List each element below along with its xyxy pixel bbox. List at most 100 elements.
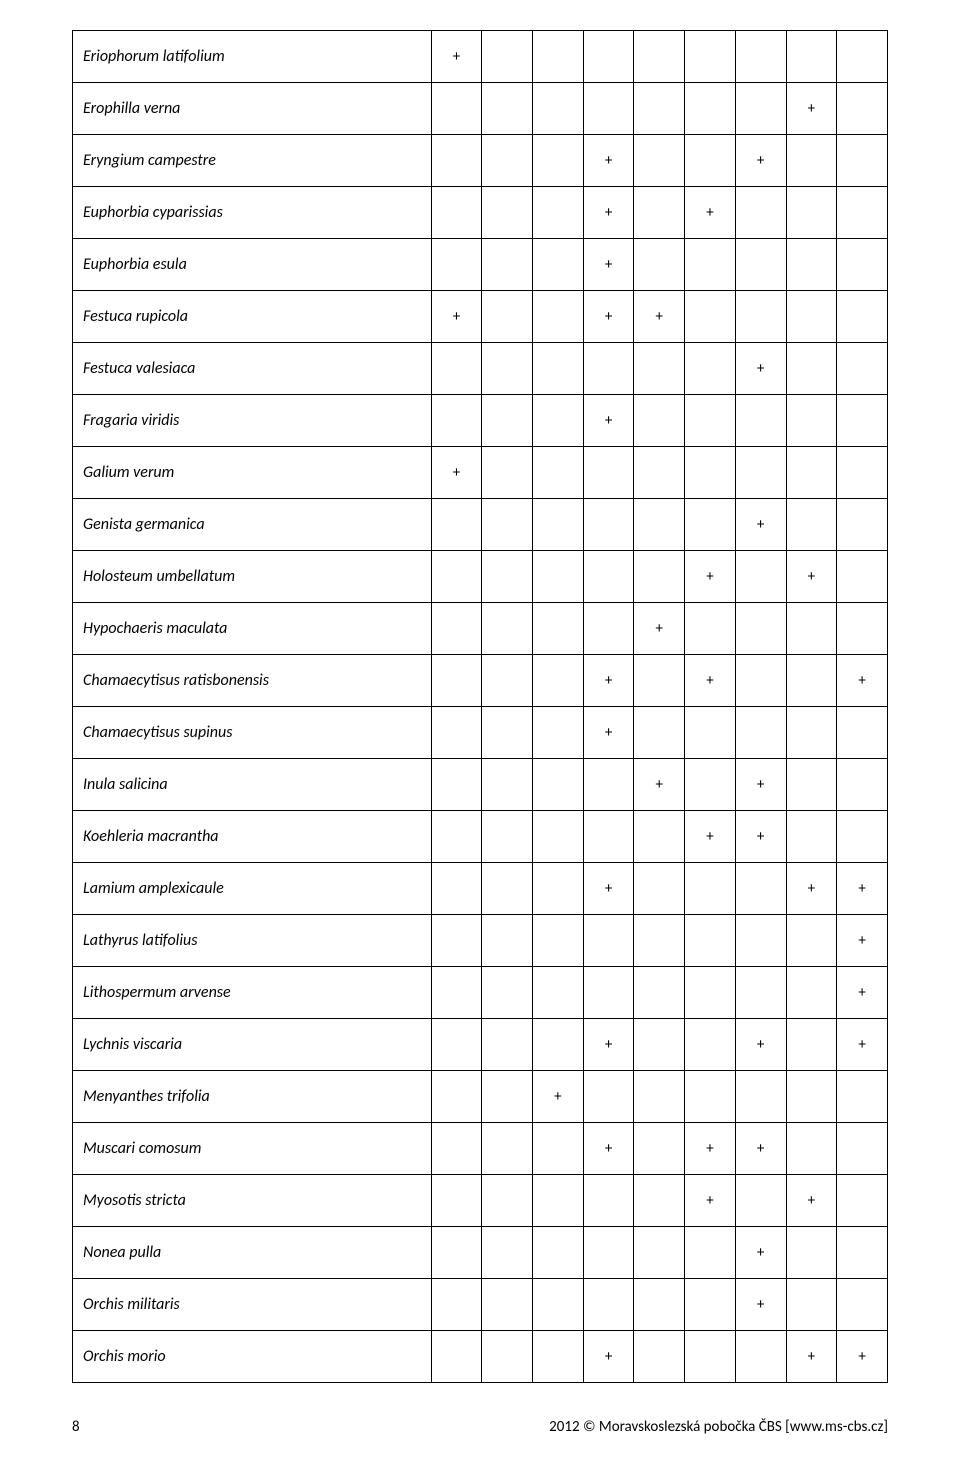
presence-cell — [431, 499, 482, 551]
presence-cell — [533, 1331, 584, 1383]
presence-cell: + — [735, 135, 786, 187]
table-row: Lychnis viscaria+++ — [73, 1019, 888, 1071]
presence-cell — [634, 707, 685, 759]
species-name-cell: Fragaria viridis — [73, 395, 432, 447]
presence-cell — [533, 1175, 584, 1227]
species-name-cell: Chamaecytisus supinus — [73, 707, 432, 759]
presence-cell — [735, 1331, 786, 1383]
presence-cell — [735, 31, 786, 83]
presence-cell: + — [685, 551, 736, 603]
table-row: Myosotis stricta++ — [73, 1175, 888, 1227]
presence-cell — [482, 291, 533, 343]
presence-cell — [735, 863, 786, 915]
presence-cell: + — [735, 499, 786, 551]
presence-cell — [482, 967, 533, 1019]
presence-cell — [837, 551, 888, 603]
presence-cell: + — [431, 31, 482, 83]
presence-cell — [786, 759, 837, 811]
presence-cell — [533, 967, 584, 1019]
presence-cell: + — [837, 915, 888, 967]
table-row: Euphorbia cyparissias++ — [73, 187, 888, 239]
presence-cell — [786, 811, 837, 863]
presence-cell: + — [431, 447, 482, 499]
page-footer: 8 2012 © Moravskoslezská pobočka ČBS [ww… — [72, 1418, 888, 1436]
presence-cell — [786, 187, 837, 239]
presence-cell — [533, 915, 584, 967]
presence-cell: + — [786, 83, 837, 135]
presence-cell — [583, 1071, 634, 1123]
presence-cell — [533, 655, 584, 707]
presence-cell — [431, 1071, 482, 1123]
table-row: Orchis morio+++ — [73, 1331, 888, 1383]
species-name-cell: Erophilla verna — [73, 83, 432, 135]
presence-cell — [533, 551, 584, 603]
presence-cell — [634, 1175, 685, 1227]
presence-cell — [634, 1123, 685, 1175]
presence-cell: + — [583, 135, 634, 187]
presence-cell — [735, 83, 786, 135]
presence-cell — [634, 187, 685, 239]
presence-cell — [634, 83, 685, 135]
presence-cell — [583, 1175, 634, 1227]
presence-cell — [837, 187, 888, 239]
presence-cell — [431, 239, 482, 291]
presence-cell — [634, 135, 685, 187]
presence-cell — [482, 83, 533, 135]
presence-cell — [735, 655, 786, 707]
presence-cell: + — [735, 811, 786, 863]
presence-cell — [431, 655, 482, 707]
presence-cell — [786, 31, 837, 83]
presence-cell — [685, 1331, 736, 1383]
table-row: Genista germanica+ — [73, 499, 888, 551]
presence-cell — [533, 447, 584, 499]
presence-cell: + — [735, 759, 786, 811]
presence-cell — [431, 187, 482, 239]
presence-cell — [735, 1071, 786, 1123]
table-row: Erophilla verna + — [73, 83, 888, 135]
presence-cell — [533, 239, 584, 291]
presence-cell — [685, 31, 736, 83]
presence-cell — [482, 343, 533, 395]
presence-cell: + — [583, 187, 634, 239]
presence-cell — [685, 707, 736, 759]
presence-cell: + — [735, 1123, 786, 1175]
presence-cell — [533, 1019, 584, 1071]
presence-cell — [685, 967, 736, 1019]
table-row: Lithospermum arvense+ — [73, 967, 888, 1019]
presence-cell — [482, 759, 533, 811]
presence-cell — [685, 239, 736, 291]
presence-cell — [634, 967, 685, 1019]
presence-cell — [583, 967, 634, 1019]
presence-cell — [837, 707, 888, 759]
presence-cell — [533, 1227, 584, 1279]
presence-cell: + — [685, 1123, 736, 1175]
presence-cell: + — [837, 863, 888, 915]
presence-cell — [482, 1227, 533, 1279]
presence-cell — [786, 707, 837, 759]
species-name-cell: Myosotis stricta — [73, 1175, 432, 1227]
presence-cell — [533, 759, 584, 811]
presence-cell — [634, 1019, 685, 1071]
table-row: Fragaria viridis+ — [73, 395, 888, 447]
presence-cell — [431, 707, 482, 759]
presence-cell — [431, 759, 482, 811]
page-number: 8 — [72, 1418, 80, 1436]
presence-cell: + — [786, 1331, 837, 1383]
presence-cell: + — [583, 291, 634, 343]
species-name-cell: Lathyrus latifolius — [73, 915, 432, 967]
species-name-cell: Eriophorum latifolium — [73, 31, 432, 83]
presence-cell — [685, 135, 736, 187]
presence-cell — [634, 499, 685, 551]
presence-cell — [533, 395, 584, 447]
presence-cell — [786, 135, 837, 187]
presence-cell: + — [685, 1175, 736, 1227]
species-name-cell: Nonea pulla — [73, 1227, 432, 1279]
presence-cell — [533, 707, 584, 759]
presence-cell — [735, 603, 786, 655]
presence-cell — [837, 239, 888, 291]
presence-cell — [482, 707, 533, 759]
presence-cell — [837, 759, 888, 811]
presence-cell — [482, 863, 533, 915]
presence-cell — [685, 83, 736, 135]
presence-cell — [837, 1227, 888, 1279]
